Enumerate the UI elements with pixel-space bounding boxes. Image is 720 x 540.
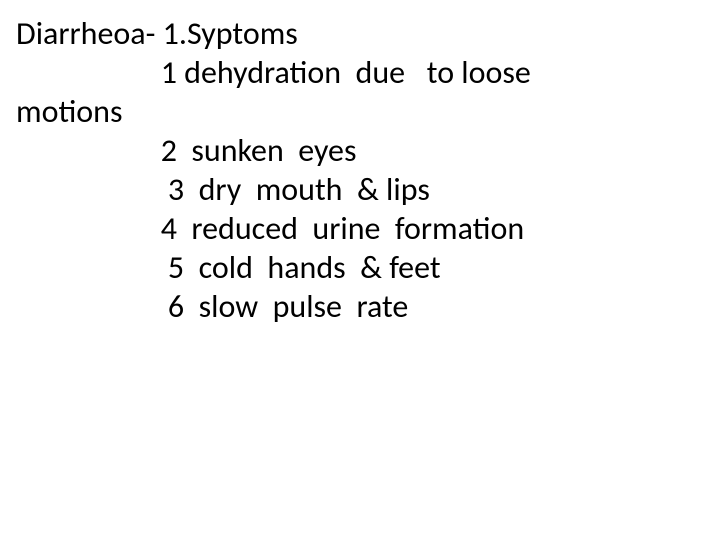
slide-text-block: Diarrheoa- 1.Syptoms 1 dehydration due t… [16,14,700,326]
line-2: 1 dehydration due to loose [16,53,531,92]
line-7: 5 cold hands & feet [16,248,441,287]
line-6: 4 reduced urine formation [16,209,524,248]
line-5: 3 dry mouth & lips [16,170,430,209]
line-3: motions [16,92,122,131]
slide-canvas: Diarrheoa- 1.Syptoms 1 dehydration due t… [0,0,720,540]
line-1: Diarrheoa- 1.Syptoms [16,14,298,53]
line-8: 6 slow pulse rate [16,287,408,326]
line-4: 2 sunken eyes [16,131,356,170]
